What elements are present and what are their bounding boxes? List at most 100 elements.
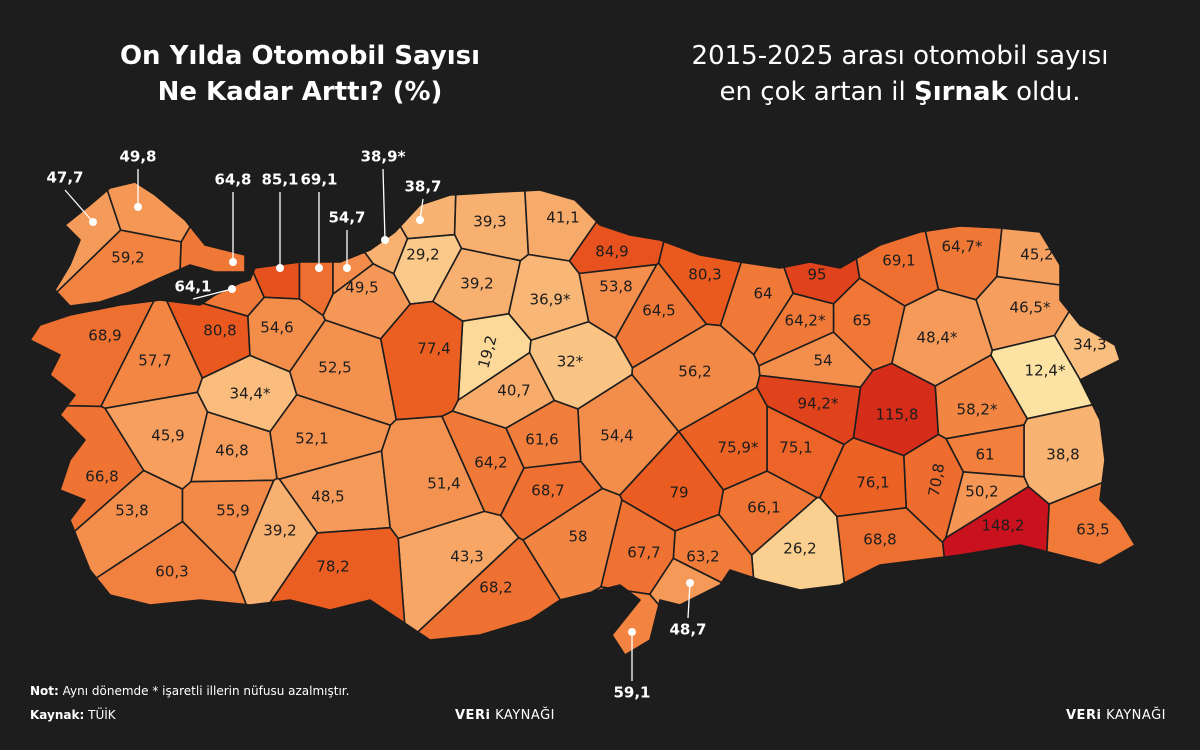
province-label: 52,5	[318, 359, 351, 377]
province-label: 38,9*	[361, 148, 406, 166]
province-label: 66,8	[85, 468, 118, 486]
province-label: 61,6	[525, 431, 558, 449]
province-label: 68,2	[479, 579, 512, 597]
province	[56, 229, 182, 307]
source: Kaynak: TÜİK	[30, 708, 116, 722]
callout-dot	[134, 203, 142, 211]
province-label: 53,8	[599, 278, 632, 296]
brand: VERi KAYNAĞI	[455, 708, 555, 723]
callout-line	[192, 288, 233, 300]
callout-line	[64, 189, 94, 223]
province-label: 56,2	[678, 363, 711, 381]
province-label: 95	[807, 266, 826, 284]
callout-dot	[229, 258, 237, 266]
province-label: 76,1	[856, 474, 889, 492]
province-label: 57,7	[138, 352, 171, 370]
province-label: 40,7	[497, 382, 530, 400]
note-text: Aynı dönemde * işaretli illerin nüfusu a…	[62, 684, 350, 698]
province-label: 148,2	[982, 517, 1025, 535]
brand-bold: VERi	[1066, 708, 1102, 723]
callout-dot	[343, 264, 351, 272]
callout-dot	[276, 264, 284, 272]
province-label: 64,7*	[942, 238, 983, 256]
source-label: Kaynak:	[30, 708, 85, 722]
province-label: 67,7	[627, 544, 660, 562]
province-label: 54,4	[600, 427, 633, 445]
province-label: 64,8	[214, 171, 251, 189]
province-label: 75,9*	[718, 439, 759, 457]
province-label: 55,9	[216, 502, 249, 520]
province-label: 84,9	[595, 243, 628, 261]
province-label: 65	[852, 312, 871, 330]
province-label: 80,8	[203, 322, 236, 340]
province	[590, 586, 660, 656]
province-label: 69,1	[300, 171, 337, 189]
province-label: 115,8	[876, 406, 919, 424]
callout-line	[687, 582, 691, 619]
province-label: 66,1	[747, 499, 780, 517]
headline-line: 2015-2025 arası otomobil sayısı	[691, 41, 1109, 71]
province-label: 41,1	[546, 209, 579, 227]
title: On Yılda Otomobil Sayısı Ne Kadar Arttı?…	[70, 38, 530, 110]
province	[836, 507, 945, 584]
province-label: 79	[669, 484, 688, 502]
province-label: 63,2	[686, 548, 719, 566]
headline: 2015-2025 arası otomobil sayısı en çok a…	[620, 38, 1180, 110]
province-label: 58,2*	[957, 401, 998, 419]
province-label: 48,5	[311, 488, 344, 506]
brand-light: KAYNAĞI	[495, 708, 555, 723]
province-label: 69,1	[882, 252, 915, 270]
province-label: 36,9*	[530, 291, 571, 309]
province-label: 54	[813, 352, 832, 370]
province	[399, 193, 457, 240]
province-label: 49,5	[345, 279, 378, 297]
province-label: 52,1	[295, 430, 328, 448]
callout-dot	[686, 579, 694, 587]
callout-dot	[89, 218, 97, 226]
source-text: TÜİK	[88, 708, 116, 722]
province	[269, 526, 406, 624]
province-label: 75,1	[779, 439, 812, 457]
province-label: 12,4*	[1025, 362, 1066, 380]
province-label: 34,4*	[230, 385, 271, 403]
province	[528, 321, 634, 410]
province-label: 64,2*	[785, 312, 826, 330]
brand-bold: VERi	[455, 708, 491, 723]
province-label: 64,5	[642, 302, 675, 320]
province	[59, 404, 145, 533]
callout-dot	[416, 216, 424, 224]
headline-text: en çok artan il	[719, 77, 906, 107]
province-label: 64,2	[474, 454, 507, 472]
headline-line: en çok artan il Şırnak oldu.	[620, 74, 1180, 110]
province-label: 61	[975, 446, 994, 464]
province-label: 50,2	[965, 483, 998, 501]
province-label: 68,8	[863, 531, 896, 549]
province-label: 60,3	[155, 563, 188, 581]
headline-bold: Şırnak	[914, 77, 1008, 107]
province-label: 80,3	[688, 266, 721, 284]
callout-line	[382, 168, 386, 241]
province-label: 39,2	[460, 275, 493, 293]
note: Not: Aynı dönemde * işaretli illerin nüf…	[30, 684, 349, 698]
province-label: 38,8	[1046, 446, 1079, 464]
title-line: On Yılda Otomobil Sayısı	[119, 41, 481, 71]
province-label: 49,8	[119, 148, 156, 166]
province-label: 46,8	[215, 442, 248, 460]
province-label: 64,1	[174, 278, 211, 296]
province	[649, 557, 723, 606]
province-label: 59,2	[111, 249, 144, 267]
headline-text: oldu.	[1016, 77, 1081, 107]
province-label: 47,7	[46, 169, 83, 187]
province	[179, 225, 246, 273]
province-label: 26,2	[783, 540, 816, 558]
callout-dot	[628, 628, 636, 636]
province-label: 58	[568, 528, 587, 546]
title-line: Ne Kadar Arttı? (%)	[157, 77, 443, 107]
province-label: 64	[753, 285, 772, 303]
province-label: 53,8	[115, 502, 148, 520]
province-label: 32*	[557, 353, 584, 371]
province-label: 68,7	[531, 482, 564, 500]
